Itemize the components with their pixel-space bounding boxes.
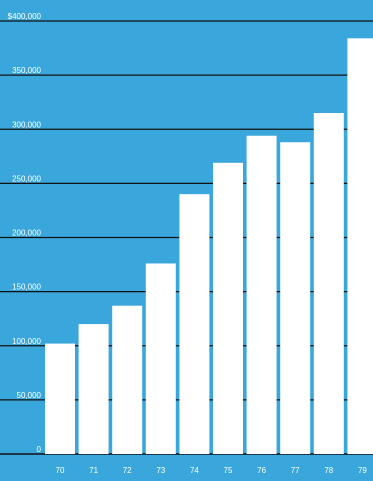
x-tick-label: 72 (123, 466, 132, 475)
x-tick-label: 71 (89, 466, 98, 475)
y-tick-label: 100,000 (12, 337, 41, 346)
y-tick-label: 350,000 (12, 66, 41, 75)
x-tick-label: 73 (156, 466, 165, 475)
bar-74 (179, 194, 210, 454)
y-tick-label: 150,000 (12, 283, 41, 292)
bar-72 (112, 305, 143, 454)
y-tick-label: 250,000 (12, 174, 41, 183)
x-tick-label: 74 (190, 466, 199, 475)
x-tick-label: 70 (56, 466, 65, 475)
bar-75 (213, 162, 243, 454)
x-axis-tick-labels: 70 71 72 73 74 75 76 77 78 79 (56, 466, 368, 475)
x-tick-label: 76 (257, 466, 266, 475)
x-tick-label: 78 (324, 466, 333, 475)
bar-77 (280, 142, 311, 455)
bar-70 (45, 343, 75, 454)
bar-71 (78, 324, 109, 454)
bar-79 (347, 38, 373, 454)
y-tick-label: 50,000 (17, 391, 42, 400)
y-tick-label: 300,000 (12, 120, 41, 129)
x-tick-label: 79 (358, 466, 367, 475)
y-tick-label: 0 (37, 445, 42, 454)
y-tick-label: 200,000 (12, 229, 41, 238)
bars (45, 38, 373, 455)
bar-78 (313, 113, 344, 454)
bar-73 (145, 263, 176, 454)
x-tick-label: 77 (291, 466, 300, 475)
y-axis-tick-labels: 0 50,000 100,000 150,000 200,000 250,000 300,0… (8, 12, 42, 454)
y-tick-label: $400,000 (8, 12, 42, 21)
bar-76 (246, 135, 277, 454)
x-tick-label: 75 (224, 466, 233, 475)
